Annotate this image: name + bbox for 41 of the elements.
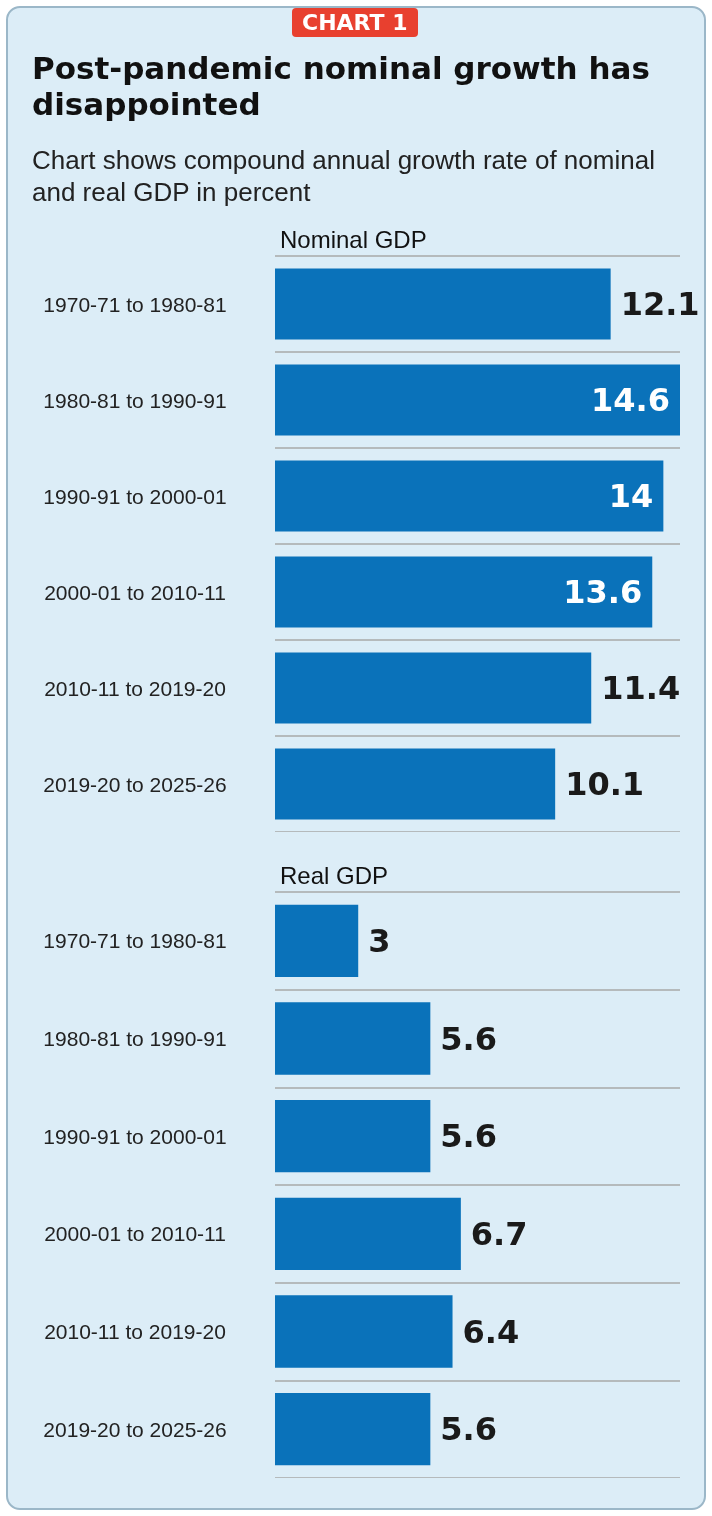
y-tick-label: 1990-91 to 2000-01 (43, 1124, 227, 1148)
bar (275, 1295, 453, 1368)
y-tick-label: 2010-11 to 2019-20 (44, 676, 226, 700)
data-label: 12.1 (620, 285, 700, 323)
data-label: 6.4 (462, 1312, 520, 1351)
chart-title: Post-pandemic nominal growth has disappointed (32, 50, 651, 122)
y-tick-label: 1980-81 to 1990-91 (43, 1027, 227, 1050)
bar (275, 1197, 461, 1270)
y-tick-label: 1970-71 to 1980-81 (43, 929, 227, 953)
y-tick-label: 1980-81 to 1990-91 (43, 388, 227, 412)
bar (275, 268, 611, 340)
y-tick-label: 2019-20 to 2025-26 (43, 1417, 227, 1441)
bar (275, 748, 556, 820)
y-tick-label: 2019-20 to 2025-26 (43, 772, 227, 796)
data-label: 6.7 (470, 1214, 528, 1253)
y-tick-label: 2010-11 to 2019-20 (44, 1320, 226, 1343)
bar (275, 364, 680, 436)
bar (275, 460, 664, 532)
chart-subtitle: Chart shows compound annual growth rate of nominal and real GDP in percent (32, 144, 656, 208)
data-label: 11.4 (601, 669, 681, 707)
bar (275, 1100, 431, 1173)
bar (275, 904, 359, 977)
data-label: 5.6 (440, 1117, 498, 1156)
data-label: 14.6 (591, 381, 670, 419)
x-axis-title: Real GDP (280, 861, 389, 889)
data-label: 5.6 (440, 1019, 498, 1058)
data-label: 10.1 (565, 765, 645, 803)
y-tick-label: 2000-01 to 2010-11 (44, 580, 226, 604)
bar (275, 1393, 431, 1466)
caption: CHART 1 (292, 8, 418, 37)
data-label: 3 (368, 921, 391, 960)
x-axis-title: Nominal GDP (280, 225, 427, 253)
bar (275, 556, 653, 628)
y-tick-label: 1990-91 to 2000-01 (43, 484, 227, 508)
data-label: 5.6 (440, 1410, 498, 1449)
data-label: 13.6 (563, 573, 643, 611)
data-label: 14 (608, 477, 654, 515)
y-tick-label: 2000-01 to 2010-11 (44, 1222, 226, 1246)
bar (275, 1002, 431, 1075)
bar (275, 652, 592, 724)
y-tick-label: 1970-71 to 1980-81 (43, 292, 227, 316)
